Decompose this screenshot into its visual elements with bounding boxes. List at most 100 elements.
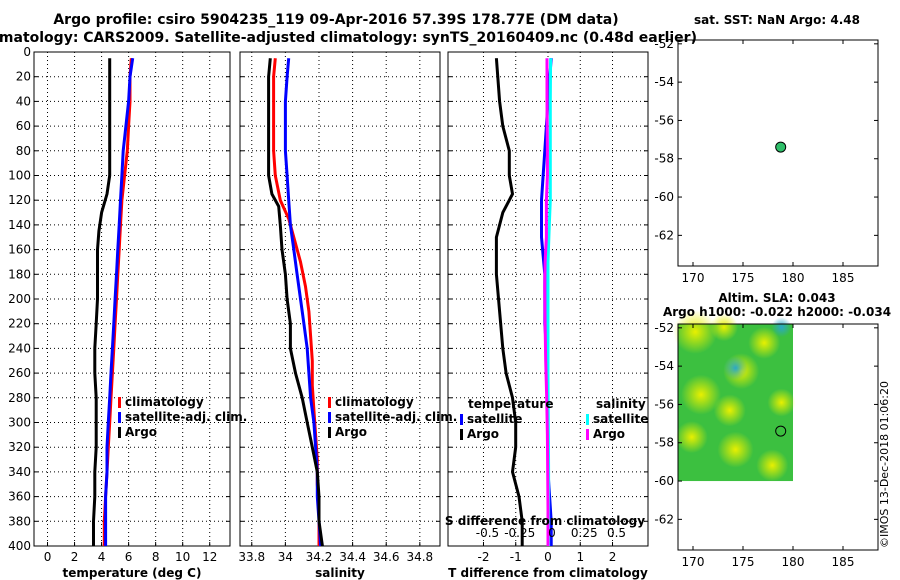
sst_map-lat-label: -60 — [654, 190, 674, 204]
depth-tick-label: 260 — [8, 366, 31, 380]
depth-tick-label: 100 — [8, 169, 31, 183]
temperature-legend-climatology: climatology — [125, 395, 204, 409]
salinity-legend-swatch — [328, 427, 331, 438]
sla_map-lon-label: 170 — [682, 555, 705, 569]
sla-heatmap-blob — [681, 374, 721, 415]
sst-map-panel: 170 175 180 185 -52 -54 -56 -58 -60 -62 sat. SST: … — [654, 13, 879, 285]
depth-tick-label: 300 — [8, 416, 31, 430]
temperature-xlabel: temperature (deg C) — [63, 566, 202, 580]
sst_map-title: sat. SST: NaN Argo: 4.48 — [694, 13, 860, 27]
difference-legend-salinity-satellite: satellite — [593, 412, 648, 426]
difference-s-tick-label: -0.25 — [504, 526, 535, 540]
temperature-legend-satellite-adj-clim: satellite-adj. clim. — [125, 410, 247, 424]
sst_map-frame — [677, 39, 879, 267]
sla_map-frame — [677, 323, 879, 551]
depth-tick-label: 240 — [8, 341, 31, 355]
sst_map-lon-label: 185 — [832, 271, 855, 285]
depth-tick-label: 120 — [8, 193, 31, 207]
difference-legend-temperature-satellite: satellite — [467, 412, 522, 426]
depth-tick-label: 60 — [16, 119, 31, 133]
sla_map-title: Argo h1000: -0.022 h2000: -0.034 — [663, 305, 891, 319]
temperature-legend-swatch — [118, 412, 121, 423]
sla_map-lat-label: -62 — [654, 512, 674, 526]
salinity-xtick-label: 34.6 — [373, 550, 400, 564]
sla-heatmap-blob — [756, 449, 789, 482]
salinity-xtick-label: 34.8 — [406, 550, 433, 564]
difference-legend-swatch — [586, 429, 589, 440]
salinity-series-satellite-adj-clim — [283, 58, 323, 547]
salinity-legend-swatch — [328, 412, 331, 423]
difference-s-tick-label: 0.5 — [607, 526, 626, 540]
depth-tick-label: 360 — [8, 490, 31, 504]
salinity-xlabel: salinity — [315, 566, 365, 580]
sla_map-lat-label: -56 — [654, 397, 674, 411]
difference-s-tick-label: 0 — [548, 526, 556, 540]
depth-tick-label: 160 — [8, 243, 31, 257]
sst_map-lat-label: -56 — [654, 113, 674, 127]
sst_map-lon-label: 170 — [682, 271, 705, 285]
salinity-xtick-label: 34 — [278, 550, 293, 564]
depth-tick-label: 380 — [8, 514, 31, 528]
salinity-legend-satellite-adj-clim: satellite-adj. clim. — [335, 410, 457, 424]
temperature-series-argo — [92, 58, 112, 546]
credit-stamp: ©IMOS 13-Dec-2018 01:06:20 — [878, 381, 891, 548]
difference-s-tick-label: -0.5 — [476, 526, 499, 540]
sla_map-argo-marker — [775, 425, 787, 437]
sla_map-lon-label: 175 — [732, 555, 755, 569]
difference-legend-salinity-argo: Argo — [593, 427, 625, 441]
sla-map-panel: 170 175 180 185 -52 -54 -56 -58 -60 -62 Altim. SLA… — [654, 291, 891, 569]
temperature-xtick-label: 2 — [71, 550, 79, 564]
difference-legend-title-temperature: temperature — [468, 397, 553, 411]
difference-legend-swatch — [460, 414, 463, 425]
temperature-xtick-label: 6 — [125, 550, 133, 564]
depth-tick-label: 220 — [8, 317, 31, 331]
depth-tick-label: 320 — [8, 440, 31, 454]
difference-xtick-label: -2 — [477, 550, 489, 564]
difference-s-tick-label: 0.25 — [571, 526, 598, 540]
difference-legend-swatch — [460, 429, 463, 440]
temperature-legend-swatch — [118, 427, 121, 438]
sla-heatmap-blob — [713, 394, 746, 427]
temperature-panel: 0 2 4 6 8 10 120204060801001201401601802002202… — [8, 45, 247, 580]
title-line-2: Climatology: CARS2009. Satellite-adjuste… — [0, 30, 697, 46]
salinity-legend-climatology: climatology — [335, 395, 414, 409]
sst_map-lat-label: -62 — [654, 228, 674, 242]
salinity-xtick-label: 34.4 — [339, 550, 366, 564]
temperature-frame — [33, 51, 231, 547]
temperature-series-satellite-adj-clim — [104, 57, 135, 546]
sla_map-lat-label: -60 — [654, 474, 674, 488]
temperature-xtick-label: 8 — [152, 550, 160, 564]
sla-heatmap-blob — [717, 431, 754, 468]
sla_map-lat-label: -54 — [654, 359, 674, 373]
sla-heatmap-blob — [748, 326, 781, 359]
sla_map-lat-label: -58 — [654, 436, 674, 450]
sla-heatmap-blob — [723, 355, 748, 380]
difference-series-salinity-argo — [543, 58, 550, 546]
sla-heatmap-blob — [767, 388, 796, 417]
temperature-legend-argo: Argo — [125, 425, 157, 439]
depth-tick-label: 340 — [8, 465, 31, 479]
difference-xtick-label: 2 — [609, 550, 617, 564]
depth-tick-label: 0 — [23, 45, 31, 59]
sst_map-lon-label: 175 — [732, 271, 755, 285]
sla_map-lon-label: 180 — [782, 555, 805, 569]
sst_map-lat-label: -58 — [654, 152, 674, 166]
depth-tick-label: 280 — [8, 391, 31, 405]
salinity-panel: 33.8 34 34.2 34.4 34.6 34.8 salinity climatolog… — [238, 51, 457, 580]
sla-heatmap-blob — [675, 421, 708, 454]
difference-xtick-label: 0 — [544, 550, 552, 564]
depth-tick-label: 400 — [8, 539, 31, 553]
depth-tick-label: 40 — [16, 94, 31, 108]
difference-xtick-label: -1 — [510, 550, 522, 564]
depth-tick-label: 20 — [16, 70, 31, 84]
sla_map-lon-label: 185 — [832, 555, 855, 569]
temperature-xtick-label: 12 — [202, 550, 217, 564]
sla-heatmap-blob — [673, 309, 718, 354]
sst_map-lat-label: -52 — [654, 37, 674, 51]
depth-tick-label: 80 — [16, 144, 31, 158]
depth-tick-label: 180 — [8, 267, 31, 281]
salinity-series-climatology — [272, 58, 321, 546]
depth-tick-label: 200 — [8, 292, 31, 306]
salinity-legend-argo: Argo — [335, 425, 367, 439]
